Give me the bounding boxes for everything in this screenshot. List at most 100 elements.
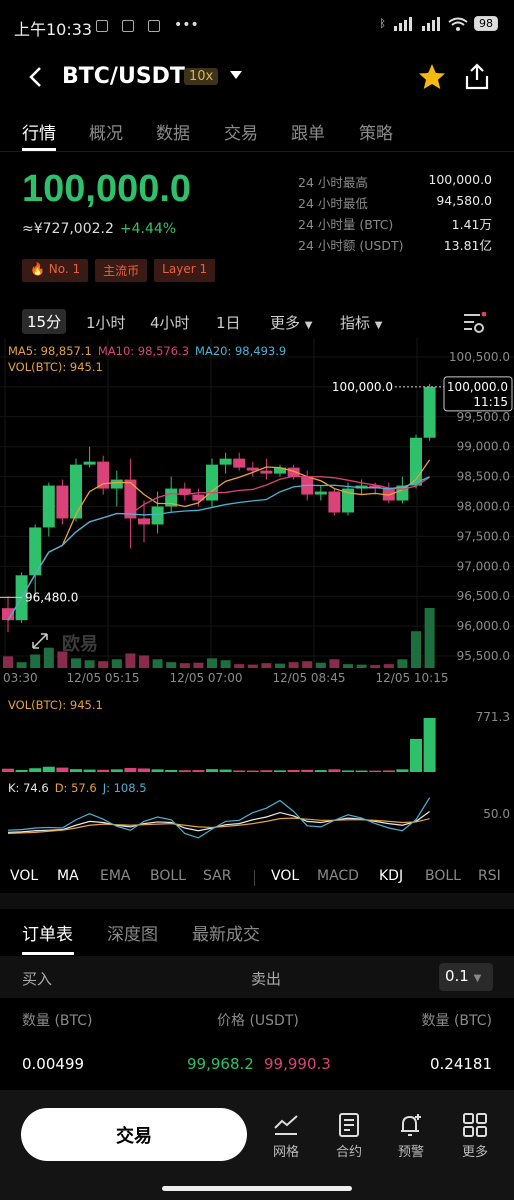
main-ind-ma[interactable]: MA (57, 868, 79, 884)
interval-15m[interactable]: 15分 (22, 309, 67, 334)
candle-body (124, 479, 137, 519)
volume-bar (111, 659, 122, 668)
nav-contract[interactable]: 合约 (324, 1112, 374, 1160)
volume-bar (382, 770, 395, 772)
volume-bar (234, 664, 245, 668)
x-axis-label: 03:30 (3, 671, 38, 685)
volume-bar (219, 769, 232, 772)
volume-bar (178, 770, 191, 772)
interval-more[interactable]: 更多 ▼ (270, 312, 313, 333)
volume-bar (261, 663, 272, 668)
volume-bar (30, 654, 41, 668)
sub-ind-rsi[interactable]: RSI (478, 868, 501, 884)
candle-body (56, 485, 69, 519)
low-marker-label: 96,480.0 (25, 590, 78, 604)
volume-bar (423, 718, 436, 772)
price-axis-label: 99,500.0 (457, 410, 510, 424)
nav-grid[interactable]: 网格 (261, 1112, 311, 1160)
main-tabs: 行情 概况 数据 交易 跟单 策略 (0, 116, 514, 152)
volume-bar (3, 656, 13, 668)
stat-label: 24 小时量 (BTC) (298, 217, 394, 232)
last-price-label: 100,000.0 (332, 380, 393, 394)
price-axis-label: 96,500.0 (457, 589, 510, 603)
status-time: 上午10:33 (14, 20, 93, 39)
tab-copy[interactable]: 跟单 (291, 124, 325, 144)
volume-bar (57, 651, 68, 668)
main-ind-boll[interactable]: BOLL (150, 868, 186, 884)
tab-orderbook[interactable]: 订单表 (22, 925, 73, 945)
sub-ind-kdj[interactable]: KDJ (379, 868, 404, 884)
candle-body (328, 491, 341, 513)
sub-ind-macd[interactable]: MACD (317, 868, 359, 884)
bid-qty-header: 数量 (BTC) (22, 1013, 93, 1029)
candlestick-chart[interactable]: 100,500.0 100,000.0 99,500.0 99,000.0 98,500… (0, 338, 514, 688)
interval-1h[interactable]: 1小时 (86, 314, 126, 332)
share-icon[interactable] (464, 63, 490, 91)
interval-more-label: 更多 (270, 314, 301, 332)
volume-bar (247, 664, 258, 668)
candle-body (423, 386, 436, 438)
ma5-line (7, 459, 431, 621)
main-ind-vol[interactable]: VOL (10, 868, 39, 884)
category-badge[interactable]: 主流币 (95, 259, 148, 282)
tab-data[interactable]: 数据 (156, 124, 190, 144)
x-axis-label: 12/05 07:00 (170, 671, 243, 685)
x-axis-label: 12/05 05:15 (67, 671, 140, 685)
main-ind-ema[interactable]: EMA (100, 868, 131, 884)
vol-sub-legend: VOL(BTC): 945.1 (8, 698, 103, 712)
bluetooth-icon: ᛒ (379, 17, 386, 30)
tab-market[interactable]: 行情 (22, 124, 56, 144)
interval-1d[interactable]: 1日 (216, 314, 241, 332)
candle-body (165, 488, 178, 507)
rank-badge-label: No. 1 (48, 262, 81, 276)
volume-bar (179, 663, 190, 668)
kdj-chart: K: 74.6 D: 57.6 J: 108.5 50.0 (7, 781, 510, 839)
chart-settings-icon[interactable] (462, 312, 486, 334)
volume-bar (246, 770, 259, 772)
tab-overview[interactable]: 概况 (89, 124, 123, 144)
last-price-tag-value: 100,000.0 (447, 380, 508, 394)
rank-badge[interactable]: 🔥 No. 1 (22, 259, 89, 282)
price-axis-label: 97,500.0 (457, 529, 510, 543)
stat-row: 24 小时量 (BTC) 1.41万 (298, 214, 492, 235)
volume-bar (192, 770, 205, 772)
main-ind-sar[interactable]: SAR (203, 868, 232, 884)
tab-trades[interactable]: 最新成交 (192, 925, 260, 945)
candle-body (192, 494, 205, 501)
candle-body (70, 464, 82, 519)
price-axis-label: 97,000.0 (457, 559, 510, 573)
sub-ind-vol[interactable]: VOL (271, 868, 300, 884)
volume-bar (83, 769, 96, 772)
price-step-select[interactable]: 0.1 ▼ (439, 963, 493, 991)
volume-bar (98, 661, 109, 668)
j-line (7, 797, 431, 839)
interval-4h[interactable]: 4小时 (150, 314, 190, 332)
tab-indicator (22, 952, 74, 955)
candle-body (83, 461, 96, 465)
ask-qty: 0.24181 (429, 1055, 492, 1073)
caret-down-icon: ▼ (374, 320, 383, 331)
nav-more-label: 更多 (461, 1145, 488, 1160)
sub-ind-boll[interactable]: BOLL (425, 868, 461, 884)
nav-more[interactable]: 更多 (450, 1112, 500, 1160)
pair-title[interactable]: BTC/USDT (62, 64, 185, 89)
nav-alert[interactable]: 预警 (386, 1112, 436, 1160)
battery-indicator: 98 (474, 16, 498, 31)
trade-button[interactable]: 交易 (21, 1108, 247, 1161)
tab-trade[interactable]: 交易 (224, 124, 258, 144)
layer-badge[interactable]: Layer 1 (154, 259, 216, 282)
x-axis-label: 12/05 10:15 (376, 671, 449, 685)
volume-bar (193, 662, 204, 668)
tab-strategy[interactable]: 策略 (359, 124, 393, 144)
indicator-menu[interactable]: 指标 ▼ (340, 312, 383, 333)
candle-body (42, 485, 55, 528)
volume-bar (15, 769, 28, 772)
back-arrow-icon[interactable] (28, 66, 44, 88)
star-icon[interactable] (418, 63, 446, 91)
more-grid-icon (463, 1113, 487, 1137)
price-axis-label: 99,000.0 (457, 440, 510, 454)
tab-depth[interactable]: 深度图 (107, 925, 158, 945)
volume-bar (343, 664, 353, 668)
volume-bar (370, 665, 381, 668)
chevron-down-icon[interactable] (230, 71, 242, 81)
